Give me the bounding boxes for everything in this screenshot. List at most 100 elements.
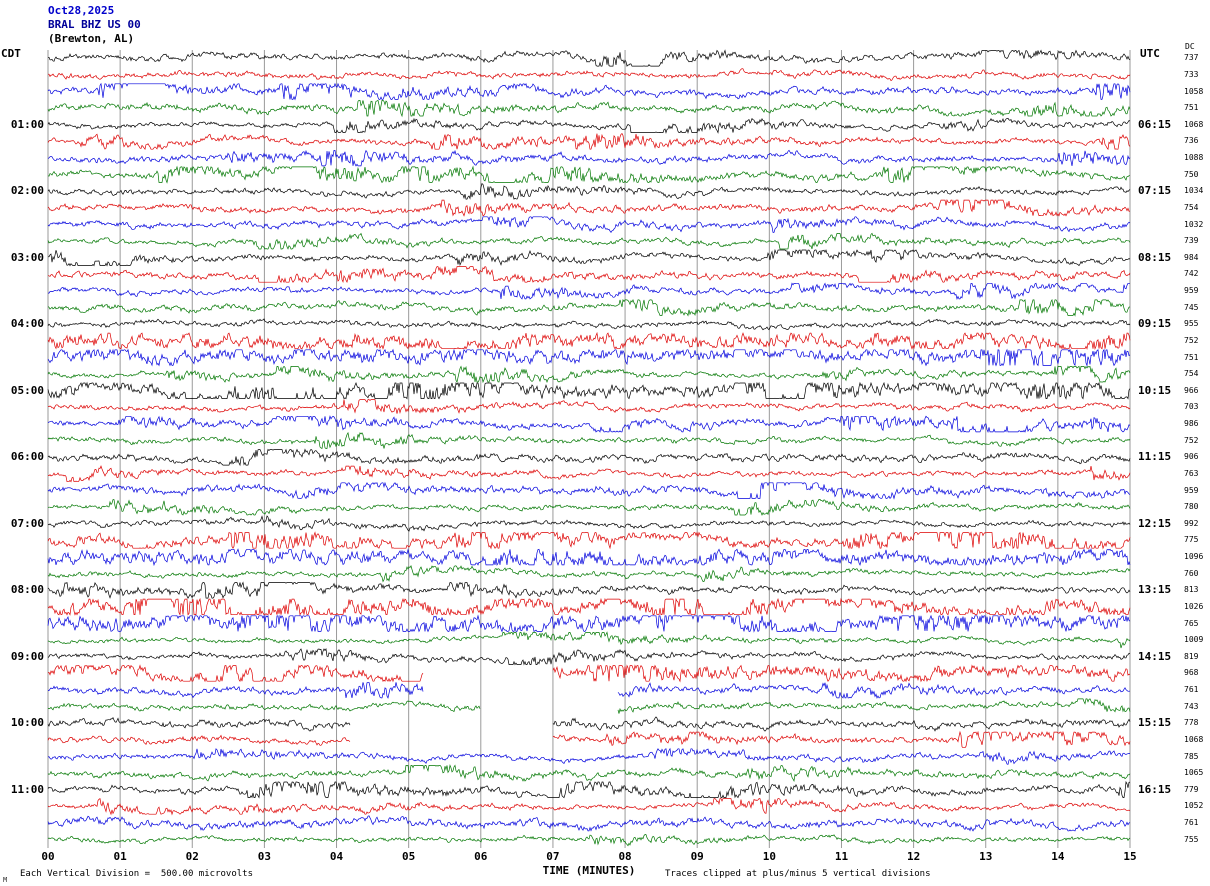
dc-column-header: DC — [1185, 42, 1195, 51]
trace-row — [47, 648, 1131, 666]
trace-row — [48, 465, 1131, 483]
dc-value: 745 — [1184, 302, 1199, 312]
dc-value: 752 — [1184, 335, 1199, 345]
trace-row — [47, 365, 1131, 384]
cdt-hour-label: 02:00 — [10, 184, 44, 198]
dc-value: 984 — [1184, 252, 1199, 262]
trace-row — [48, 49, 1131, 67]
x-tick-label: 09 — [690, 850, 704, 863]
dc-value: 819 — [1184, 651, 1199, 661]
trace-row — [48, 248, 1131, 267]
dc-value: 1058 — [1184, 86, 1204, 96]
dc-value: 1065 — [1184, 768, 1204, 778]
x-tick-label: 05 — [402, 850, 416, 863]
trace-row — [47, 747, 1130, 765]
dc-value: 955 — [1184, 319, 1199, 329]
utc-hour-label: 07:15 — [1138, 184, 1172, 198]
dc-value: 778 — [1184, 718, 1199, 728]
dc-value: 1052 — [1184, 801, 1204, 811]
trace-row — [47, 698, 1131, 714]
cdt-hour-label: 10:00 — [10, 716, 44, 730]
x-tick-label: 03 — [257, 850, 272, 863]
trace-row — [47, 631, 1131, 649]
dc-value: 992 — [1184, 518, 1199, 528]
cdt-hour-label: 08:00 — [10, 583, 44, 597]
dc-value: 750 — [1184, 169, 1199, 179]
utc-hour-label: 06:15 — [1138, 117, 1172, 131]
x-tick-label: 04 — [329, 850, 344, 863]
trace-row — [47, 565, 1131, 583]
date-label: Oct28,2025 — [48, 4, 115, 17]
utc-hour-label: 09:15 — [1138, 317, 1172, 331]
utc-hour-label: 08:15 — [1138, 250, 1172, 264]
dc-value: 780 — [1184, 502, 1199, 512]
dc-value: 752 — [1184, 435, 1199, 445]
right-axis-header: UTC — [1140, 47, 1160, 60]
dc-value: 755 — [1184, 834, 1199, 844]
trace-row — [47, 165, 1130, 184]
dc-value: 761 — [1184, 818, 1199, 828]
dc-value: 703 — [1184, 402, 1199, 412]
dc-value: 779 — [1184, 784, 1199, 794]
corner-mark: M — [3, 876, 8, 884]
trace-row — [47, 716, 1131, 732]
x-tick-label: 00 — [41, 850, 55, 863]
x-tick-label: 15 — [1123, 850, 1137, 863]
x-tick-label: 10 — [762, 850, 776, 863]
dc-value: 959 — [1184, 286, 1199, 296]
utc-hour-label: 12:15 — [1138, 516, 1172, 530]
dc-value: 1068 — [1184, 734, 1204, 744]
dc-value: 959 — [1184, 485, 1199, 495]
trace-row — [47, 780, 1131, 799]
cdt-hour-label: 11:00 — [10, 782, 44, 796]
dc-value: 761 — [1184, 685, 1199, 695]
utc-hour-label: 11:15 — [1138, 450, 1172, 464]
dc-value: 986 — [1184, 419, 1199, 429]
cdt-hour-label: 01:00 — [10, 117, 44, 131]
trace-row — [47, 614, 1131, 633]
trace-row — [47, 216, 1131, 234]
trace-row — [47, 415, 1131, 434]
dc-value: 763 — [1184, 468, 1199, 478]
x-tick-label: 01 — [113, 850, 127, 863]
utc-hour-label: 10:15 — [1138, 383, 1172, 397]
trace-row — [47, 448, 1131, 467]
trace-row — [47, 149, 1131, 167]
trace-row — [48, 68, 1131, 82]
dc-value: 813 — [1184, 585, 1199, 595]
trace-row — [47, 182, 1131, 200]
trace-row — [47, 764, 1131, 782]
dc-value: 760 — [1184, 568, 1199, 578]
trace-row — [47, 597, 1131, 616]
trace-row — [47, 199, 1131, 217]
dc-value: 736 — [1184, 136, 1199, 146]
dc-value: 775 — [1184, 535, 1199, 545]
trace-row — [47, 531, 1131, 550]
trace-row — [47, 815, 1131, 832]
trace-row — [47, 82, 1131, 101]
trace-row — [47, 266, 1131, 284]
trace-row — [47, 515, 1131, 532]
trace-row — [47, 318, 1131, 331]
cdt-hour-label: 05:00 — [10, 383, 44, 397]
cdt-hour-label: 06:00 — [10, 450, 44, 464]
trace-row — [47, 232, 1131, 250]
dc-value: 906 — [1184, 452, 1199, 462]
x-tick-label: 12 — [906, 850, 921, 863]
trace-row — [47, 399, 1131, 414]
trace-row — [47, 834, 1131, 847]
dc-value: 1088 — [1184, 153, 1204, 163]
dc-value: 751 — [1184, 352, 1199, 362]
trace-row — [47, 797, 1131, 816]
dc-value: 751 — [1184, 103, 1199, 113]
utc-hour-label: 15:15 — [1138, 716, 1172, 730]
dc-value: 968 — [1184, 668, 1199, 678]
trace-row — [47, 681, 1131, 699]
cdt-hour-label: 03:00 — [10, 250, 44, 264]
trace-row — [48, 282, 1130, 301]
trace-row — [47, 499, 1131, 516]
location-label: (Brewton, AL) — [48, 32, 135, 45]
x-axis-label: TIME (MINUTES) — [542, 864, 636, 877]
dc-value: 785 — [1184, 751, 1199, 761]
